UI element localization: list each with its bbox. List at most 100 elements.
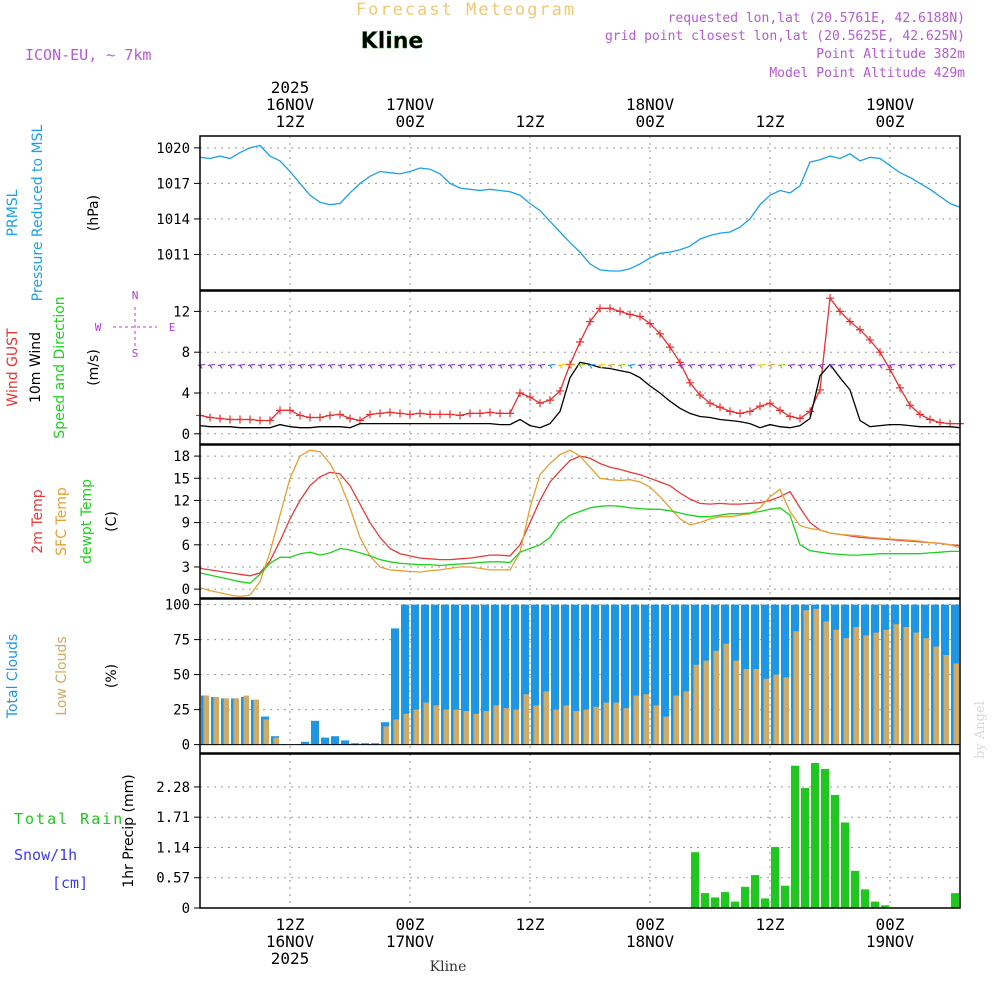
bar-low-clouds xyxy=(843,638,849,745)
wind-barb xyxy=(877,363,886,369)
gridpoint-coords: grid point closest lon,lat (20.5625E, 42… xyxy=(605,29,965,44)
bar-total-clouds xyxy=(321,737,329,745)
gust-point xyxy=(376,409,384,418)
y-tick-label: 0.57 xyxy=(156,871,190,887)
y-tick-label: 1.14 xyxy=(156,840,190,856)
bar-low-clouds xyxy=(553,709,559,745)
gust-point xyxy=(626,310,634,319)
bar-total-clouds xyxy=(411,604,419,745)
gust-point xyxy=(746,407,754,416)
bar-total-clouds xyxy=(441,604,449,745)
wind-barb xyxy=(567,363,576,369)
bar-low-clouds xyxy=(573,711,579,745)
wind-barb xyxy=(657,363,666,369)
bar-total-rain xyxy=(701,893,709,908)
gust-point xyxy=(916,410,924,419)
gust-point xyxy=(216,414,224,423)
bar-total-clouds xyxy=(471,604,479,745)
wind-barb xyxy=(847,363,856,369)
bar-total-rain xyxy=(811,763,819,908)
gust-point xyxy=(616,307,624,316)
compass-s: S xyxy=(132,347,139,360)
bar-low-clouds xyxy=(933,646,939,745)
wind-barb xyxy=(227,363,236,369)
bar-low-clouds xyxy=(503,708,509,745)
y-tick-label: 0 xyxy=(182,427,190,443)
panel-unit: (hPa) xyxy=(86,195,102,231)
bar-low-clouds xyxy=(673,695,679,745)
wind-barb xyxy=(417,363,426,369)
gust-point xyxy=(886,365,894,374)
wind-barb xyxy=(457,363,466,369)
time-label-top: 12Z xyxy=(276,112,305,131)
wind-barb xyxy=(627,363,636,369)
bar-total-clouds xyxy=(541,604,549,745)
y-tick-label: 8 xyxy=(182,345,190,361)
bar-low-clouds xyxy=(433,705,439,745)
bar-total-rain xyxy=(881,905,889,908)
gust-point xyxy=(406,410,414,419)
bar-low-clouds xyxy=(813,608,819,745)
location-name: Kline xyxy=(361,29,424,54)
bar-total-clouds xyxy=(601,604,609,745)
time-label-bottom: 12Z xyxy=(276,915,305,934)
bar-low-clouds xyxy=(523,694,529,745)
bar-total-clouds xyxy=(581,604,589,745)
wind-barb xyxy=(267,363,276,369)
gust-point xyxy=(556,386,564,395)
panel-label: Speed and Direction xyxy=(52,296,68,438)
watermark: by Angel xyxy=(973,701,988,759)
gust-point xyxy=(756,402,764,411)
panel-label: 10m Wind xyxy=(28,332,44,403)
panel-unit: 1hr Precip (mm) xyxy=(121,774,137,887)
wind-barb xyxy=(437,363,446,369)
y-tick-label: 50 xyxy=(173,668,190,684)
wind-barb xyxy=(257,363,266,369)
panel-frame xyxy=(199,598,961,754)
bar-low-clouds xyxy=(443,709,449,745)
wind-barb xyxy=(947,363,956,369)
gust-point xyxy=(206,413,214,422)
gust-point xyxy=(766,399,774,408)
wind-barb xyxy=(377,363,386,369)
gust-point xyxy=(276,406,284,415)
wind-barb xyxy=(297,363,306,369)
wind-barb xyxy=(747,363,756,369)
wind-barb xyxy=(807,363,816,369)
wind-barb xyxy=(907,363,916,369)
bar-low-clouds xyxy=(953,663,959,745)
bar-low-clouds xyxy=(863,635,869,745)
wind-barb xyxy=(477,363,486,369)
wind-barb xyxy=(497,363,506,369)
wind-barb xyxy=(937,363,946,369)
wind-barb xyxy=(197,363,206,369)
gust-point xyxy=(866,335,874,344)
time-label-top: 2025 xyxy=(271,78,310,97)
wind-barb xyxy=(507,363,516,369)
bar-low-clouds xyxy=(543,691,549,745)
bar-low-clouds xyxy=(713,650,719,745)
gust-point xyxy=(386,408,394,417)
wind-barb xyxy=(537,363,546,369)
gust-point xyxy=(266,416,274,425)
point-altitude: Point Altitude 382m xyxy=(816,47,965,62)
bar-total-clouds xyxy=(531,604,539,745)
bar-low-clouds xyxy=(773,674,779,745)
bar-total-clouds xyxy=(481,604,489,745)
wind-barb xyxy=(817,363,826,369)
bar-low-clouds xyxy=(653,705,659,745)
bar-total-rain xyxy=(841,822,849,908)
y-tick-label: 6 xyxy=(182,538,190,554)
bar-low-clouds xyxy=(733,660,739,745)
gust-point xyxy=(876,348,884,357)
panel-label: SFC Temp xyxy=(54,487,70,556)
y-tick-label: 12 xyxy=(173,493,190,509)
wind-barb xyxy=(897,363,906,369)
gust-point xyxy=(486,408,494,417)
bar-total-rain xyxy=(831,794,839,908)
bar-total-rain xyxy=(861,889,869,908)
bar-total-clouds xyxy=(311,720,319,745)
bar-total-clouds xyxy=(501,604,509,745)
wind-barb xyxy=(637,363,646,369)
bar-total-clouds xyxy=(431,604,439,745)
